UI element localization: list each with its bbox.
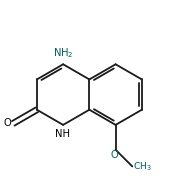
Text: O: O: [4, 118, 11, 128]
Text: NH$_2$: NH$_2$: [53, 46, 73, 60]
Text: NH: NH: [55, 129, 70, 138]
Text: O: O: [111, 150, 119, 160]
Text: CH$_3$: CH$_3$: [133, 161, 152, 173]
